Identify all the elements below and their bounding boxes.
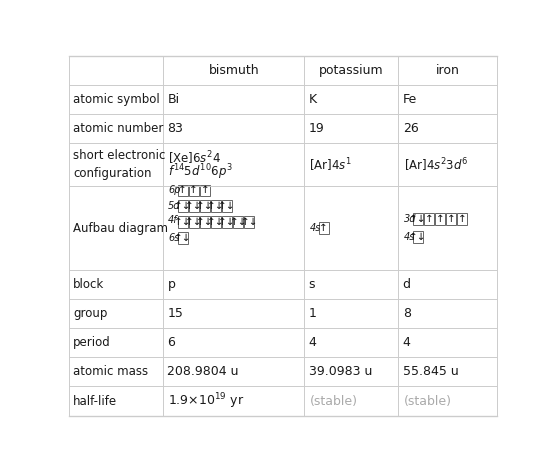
Text: 6s: 6s	[168, 233, 179, 243]
Text: 208.9804 u: 208.9804 u	[167, 365, 239, 378]
Text: 4: 4	[309, 336, 316, 349]
Text: block: block	[73, 278, 104, 291]
Text: ↑↓: ↑↓	[219, 201, 236, 211]
Text: [Xe]6$s^2$4: [Xe]6$s^2$4	[168, 149, 221, 167]
Text: group: group	[73, 307, 108, 320]
Text: ↑↓: ↑↓	[219, 217, 236, 227]
Text: short electronic
configuration: short electronic configuration	[73, 149, 166, 180]
Bar	[222, 216, 232, 228]
Text: atomic symbol: atomic symbol	[73, 93, 160, 106]
Text: 4f: 4f	[168, 215, 178, 225]
Bar	[222, 200, 232, 212]
Text: [Ar]4$s^1$: [Ar]4$s^1$	[310, 156, 352, 174]
Text: ↑: ↑	[458, 213, 467, 224]
Text: 1: 1	[309, 307, 316, 320]
Bar	[413, 231, 423, 243]
Text: ↑↓: ↑↓	[241, 217, 258, 227]
Bar	[211, 200, 221, 212]
Text: ↑↓: ↑↓	[196, 201, 214, 211]
Bar	[413, 212, 423, 225]
Bar	[200, 184, 210, 197]
Text: ↑↓: ↑↓	[185, 201, 203, 211]
Text: 15: 15	[167, 307, 183, 320]
Bar	[178, 216, 188, 228]
Bar	[178, 200, 188, 212]
Text: ↑: ↑	[320, 223, 328, 233]
Text: 19: 19	[309, 122, 325, 135]
Bar	[189, 216, 199, 228]
Bar	[200, 216, 210, 228]
Text: atomic mass: atomic mass	[73, 365, 148, 378]
Text: 6: 6	[167, 336, 176, 349]
Text: half-life: half-life	[73, 395, 118, 408]
Text: K: K	[309, 93, 317, 106]
Text: p: p	[167, 278, 176, 291]
Text: ↑↓: ↑↓	[174, 201, 192, 211]
Bar	[200, 200, 210, 212]
Text: ↑↓: ↑↓	[174, 233, 192, 243]
Text: ↑: ↑	[447, 213, 455, 224]
Text: period: period	[73, 336, 111, 349]
Text: bismuth: bismuth	[209, 64, 259, 77]
Text: s: s	[309, 278, 315, 291]
Text: ↑↓: ↑↓	[207, 201, 225, 211]
Text: [Ar]4$s^2$3$d^6$: [Ar]4$s^2$3$d^6$	[404, 156, 468, 174]
Bar	[424, 212, 434, 225]
Text: d: d	[403, 278, 411, 291]
Text: 4s: 4s	[310, 223, 321, 233]
Bar	[458, 212, 468, 225]
Text: 55.845 u: 55.845 u	[403, 365, 458, 378]
Bar	[447, 212, 456, 225]
Bar	[189, 184, 199, 197]
Text: atomic number: atomic number	[73, 122, 163, 135]
Text: $f^{14}$5$d^{10}$6$p^3$: $f^{14}$5$d^{10}$6$p^3$	[168, 163, 233, 182]
Text: 5d: 5d	[168, 201, 181, 211]
Text: Fe: Fe	[403, 93, 417, 106]
Text: 39.0983 u: 39.0983 u	[309, 365, 372, 378]
Text: 83: 83	[167, 122, 183, 135]
Text: 3d: 3d	[404, 213, 416, 224]
Text: Aufbau diagram: Aufbau diagram	[73, 222, 168, 234]
Bar	[178, 232, 188, 244]
Bar	[189, 200, 199, 212]
Text: ↑↓: ↑↓	[230, 217, 247, 227]
Text: ↑↓: ↑↓	[409, 232, 427, 242]
Text: potassium: potassium	[319, 64, 384, 77]
Text: ↑↓: ↑↓	[207, 217, 225, 227]
Bar	[435, 212, 445, 225]
Text: ↑: ↑	[200, 185, 209, 196]
Bar	[211, 216, 221, 228]
Text: ↑↓: ↑↓	[196, 217, 214, 227]
Text: Bi: Bi	[167, 93, 179, 106]
Text: ↑↓: ↑↓	[185, 217, 203, 227]
Bar	[245, 216, 254, 228]
Text: ↑: ↑	[436, 213, 444, 224]
Text: 26: 26	[403, 122, 418, 135]
Text: (stable): (stable)	[310, 395, 358, 408]
Text: 8: 8	[403, 307, 411, 320]
Bar	[319, 222, 328, 234]
Text: 4s: 4s	[404, 232, 415, 242]
Text: ↑: ↑	[424, 213, 433, 224]
Text: iron: iron	[436, 64, 460, 77]
Text: 6p: 6p	[168, 185, 181, 196]
Text: ↑: ↑	[189, 185, 198, 196]
Text: 4: 4	[403, 336, 411, 349]
Bar	[178, 184, 188, 197]
Text: ↑↓: ↑↓	[174, 217, 192, 227]
Text: 1.9$\times$10$^{19}$ yr: 1.9$\times$10$^{19}$ yr	[168, 391, 245, 411]
Text: ↑↓: ↑↓	[409, 213, 427, 224]
Text: ↑: ↑	[178, 185, 187, 196]
Text: (stable): (stable)	[404, 395, 452, 408]
Bar	[233, 216, 243, 228]
